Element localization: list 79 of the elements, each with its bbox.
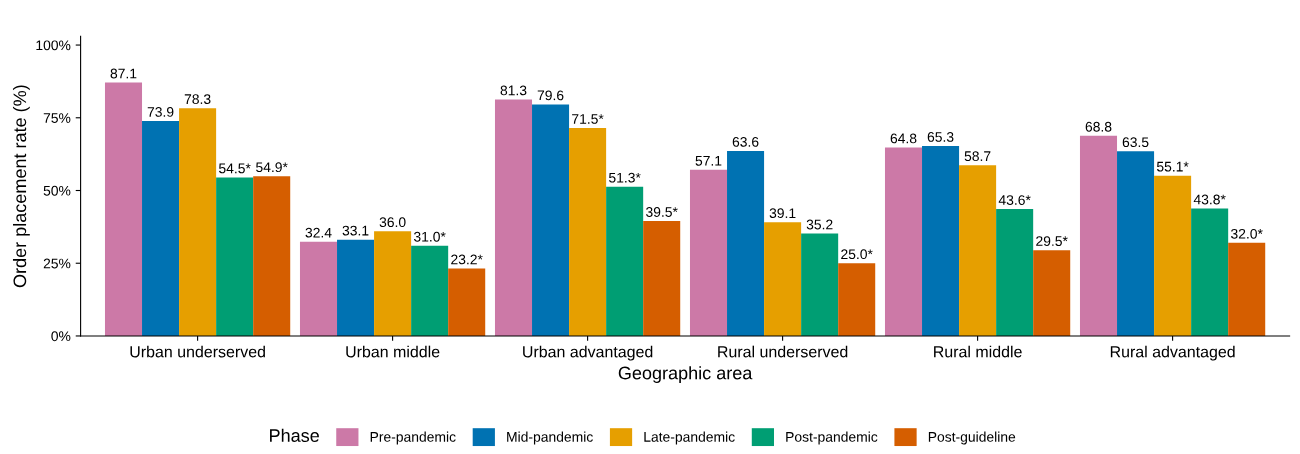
bar <box>411 245 449 336</box>
y-tick-label: 100% <box>36 40 71 51</box>
bar <box>299 241 338 336</box>
bar <box>996 209 1034 336</box>
data-label: 54.5* <box>218 163 251 174</box>
data-label: 71.5* <box>572 114 604 124</box>
bar <box>337 239 375 336</box>
data-label: 35.2 <box>806 219 833 230</box>
legend-title: Phase <box>270 428 319 442</box>
data-label: 73.9 <box>147 107 174 117</box>
data-label: 23.2* <box>451 254 483 265</box>
bar <box>727 150 765 336</box>
bar <box>606 186 644 336</box>
x-tick-label: Rural middle <box>934 345 1022 358</box>
bar <box>253 176 291 336</box>
bar <box>448 268 486 336</box>
bar <box>142 120 180 336</box>
data-label: 25.0* <box>841 249 873 260</box>
x-tick-label: Urban advantaged <box>523 345 653 361</box>
data-label: 39.1 <box>769 208 796 219</box>
bar <box>374 231 412 336</box>
bar <box>1228 242 1266 336</box>
data-label: 51.3* <box>608 172 641 183</box>
data-label: 78.3 <box>184 94 211 105</box>
bar <box>1191 208 1229 336</box>
bar <box>801 233 839 336</box>
data-label: 64.8 <box>890 133 917 144</box>
data-label: 39.5* <box>646 207 678 217</box>
legend-label: Mid-pandemic <box>507 431 593 445</box>
y-axis-title: Order placement rate (%) <box>12 85 30 288</box>
bar <box>884 147 923 336</box>
data-label: 87.1 <box>110 68 137 79</box>
bar <box>179 108 217 336</box>
bar <box>838 263 876 336</box>
data-label: 31.0* <box>413 231 446 242</box>
data-label: 43.8* <box>1193 194 1226 205</box>
bar <box>494 99 533 336</box>
bar <box>1033 250 1071 336</box>
y-tick-label: 0% <box>51 331 71 342</box>
bar <box>216 177 254 336</box>
bar <box>922 145 960 336</box>
bar <box>1154 175 1192 336</box>
bar <box>1079 135 1118 336</box>
bar <box>643 221 681 336</box>
data-label: 68.8 <box>1085 121 1112 132</box>
data-label: 57.1 <box>695 156 722 166</box>
data-label: 29.5* <box>1036 236 1068 247</box>
data-label: 63.5 <box>1122 137 1149 148</box>
bar <box>1117 151 1155 336</box>
data-label: 79.6 <box>537 90 564 101</box>
x-axis-title: Geographic area <box>618 366 753 383</box>
data-label: 81.3 <box>500 85 527 96</box>
legend-label: Late-pandemic <box>644 431 735 445</box>
data-label: 54.9* <box>256 162 288 173</box>
legend-label: Post-guideline <box>928 431 1016 445</box>
legend-label: Pre-pandemic <box>370 431 456 445</box>
y-tick-label: 25% <box>43 258 71 269</box>
legend-label: Post-pandemic <box>786 431 878 445</box>
data-label: 65.3 <box>927 132 954 142</box>
y-tick-label: 75% <box>43 113 71 123</box>
x-tick-label: Urban underserved <box>130 345 265 358</box>
data-label: 36.0 <box>379 217 406 228</box>
data-label: 63.6 <box>732 136 759 147</box>
bar <box>764 222 802 336</box>
data-label: 58.7 <box>964 151 991 162</box>
x-tick-label: Urban middle <box>346 345 440 358</box>
data-label: 43.6* <box>998 195 1031 205</box>
x-tick-label: Rural advantaged <box>1110 345 1235 361</box>
data-label: 32.0* <box>1231 228 1263 239</box>
data-label: 32.4 <box>305 227 332 238</box>
bar <box>532 104 570 336</box>
bar <box>104 82 143 336</box>
data-label: 55.1* <box>1156 161 1189 172</box>
y-tick-label: 50% <box>43 185 71 196</box>
bar <box>689 169 728 336</box>
bar <box>959 165 997 336</box>
bar <box>569 127 607 336</box>
data-label: 33.1 <box>342 225 369 236</box>
x-tick-label: Rural underserved <box>718 345 848 358</box>
